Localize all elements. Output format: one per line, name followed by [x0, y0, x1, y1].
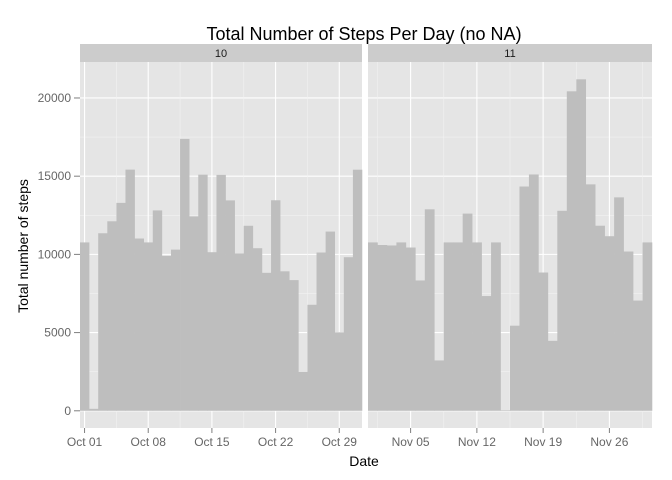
bar-10-18: [234, 253, 245, 411]
bar-10-4: [107, 221, 117, 411]
bar-11-3: [386, 245, 397, 411]
bar-10-5: [116, 202, 126, 411]
facet-strip: [368, 44, 652, 62]
bar-10-6: [125, 169, 135, 411]
bar-10-28: [325, 231, 336, 411]
bar-10-3: [98, 233, 108, 411]
bar-10-19: [243, 225, 254, 411]
y-tick-label: 15000: [38, 169, 72, 183]
bar-10-2: [89, 408, 99, 411]
bar-10-31: [352, 169, 363, 411]
bar-11-8: [434, 360, 445, 411]
x-tick-label: Oct 15: [194, 435, 230, 449]
x-tick-label: Oct 29: [322, 435, 358, 449]
bar-11-23: [576, 79, 587, 411]
bar-11-14: [491, 242, 501, 411]
bar-11-6: [415, 280, 426, 411]
bar-11-16: [510, 325, 520, 411]
bar-11-4: [396, 242, 407, 411]
x-tick-label: Oct 01: [67, 435, 103, 449]
facet-strip-label: 10: [215, 48, 227, 60]
y-axis-title: Total number of steps: [15, 179, 31, 313]
bar-10-12: [180, 138, 190, 411]
facet-strip-label: 11: [504, 48, 515, 60]
bar-11-24: [585, 184, 596, 411]
bar-10-26: [307, 304, 317, 411]
y-tick-label: 10000: [38, 247, 72, 261]
bar-11-20: [547, 340, 558, 411]
bar-10-29: [334, 332, 345, 411]
x-tick-label: Oct 22: [258, 435, 294, 449]
bar-10-24: [289, 280, 299, 411]
bar-10-23: [280, 271, 290, 411]
bar-11-11: [462, 213, 473, 411]
bar-11-12: [472, 242, 482, 411]
facet-panels: 0 5000 10000 15000 20000 Oct 01 Oct 08 Oct 15 Oc…: [38, 44, 653, 449]
bar-11-28: [623, 251, 634, 411]
bar-11-9: [443, 242, 454, 411]
bar-10-15: [207, 252, 217, 411]
bar-10-9: [152, 210, 163, 411]
y-tick-label: 20000: [38, 91, 72, 105]
bar-11-25: [595, 225, 605, 411]
bar-11-1: [368, 242, 378, 411]
bar-11-26: [604, 236, 615, 411]
bar-11-5: [405, 247, 416, 411]
bar-11-27: [614, 197, 624, 411]
bar-10-8: [143, 242, 154, 411]
bar-10-13: [189, 216, 199, 411]
chart-title: Total Number of Steps Per Day (no NA): [206, 24, 521, 44]
bar-10-1: [80, 242, 90, 411]
y-tick-label: 5000: [44, 326, 71, 340]
bar-11-2: [377, 245, 388, 411]
bar-10-22: [271, 200, 281, 411]
bar-10-20: [252, 248, 263, 411]
bar-10-16: [216, 174, 226, 411]
y-tick-label: 0: [64, 404, 71, 418]
bar-10-11: [170, 249, 181, 411]
x-axis-title: Date: [349, 453, 379, 469]
x-tick-label: Nov 19: [524, 435, 562, 449]
bar-11-10: [453, 242, 463, 411]
x-tick-label: Nov 26: [590, 435, 628, 449]
bar-11-17: [519, 186, 530, 411]
bar-11-29: [633, 300, 643, 411]
bar-10-27: [316, 252, 326, 411]
bar-10-14: [198, 174, 208, 411]
bar-11-13: [481, 296, 492, 411]
facet-strip: [80, 44, 362, 62]
bar-11-30: [642, 242, 653, 411]
bar-11-18: [528, 174, 539, 411]
bar-10-30: [343, 257, 354, 411]
bar-11-7: [424, 209, 435, 411]
x-tick-label: Nov 12: [458, 435, 496, 449]
bar-11-22: [566, 91, 577, 411]
bar-10-17: [225, 200, 235, 411]
bar-11-19: [538, 272, 549, 411]
bar-10-25: [298, 371, 308, 411]
x-tick-label: Oct 08: [131, 435, 167, 449]
bar-10-10: [161, 255, 172, 411]
x-tick-label: Nov 05: [392, 435, 430, 449]
bar-11-21: [557, 210, 568, 411]
bar-10-7: [134, 238, 144, 411]
bar-10-21: [261, 272, 272, 411]
bar-11-15: [500, 410, 511, 411]
